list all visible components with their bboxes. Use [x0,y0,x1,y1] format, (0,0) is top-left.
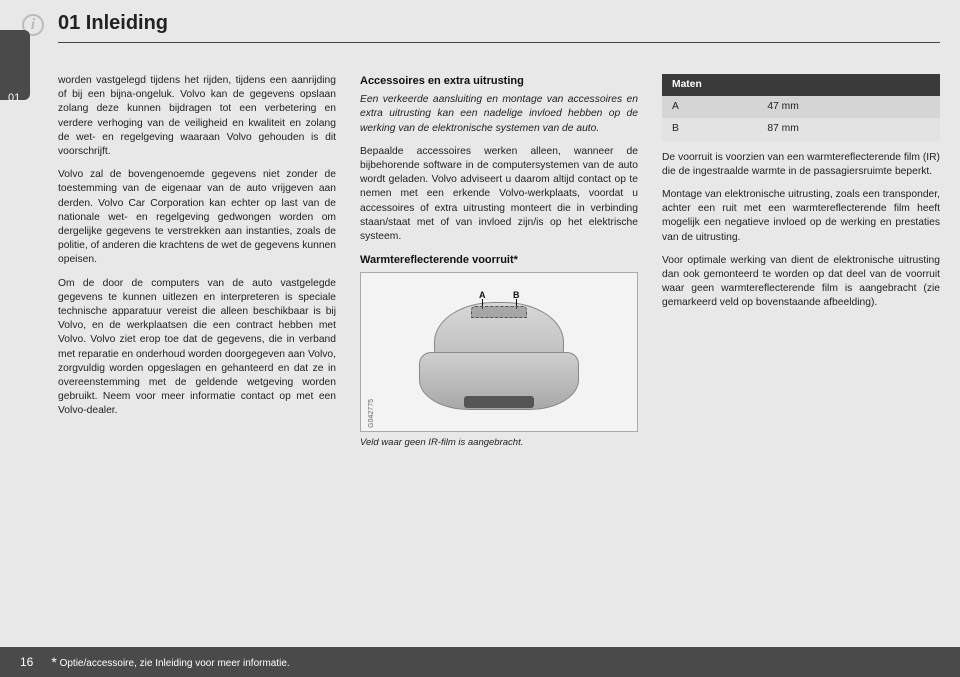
body-text: Volvo zal de bovengenoemde gegevens niet… [58,168,336,267]
table-header-row: Maten [662,74,940,96]
table-cell-val: 47 mm [757,96,940,118]
section-heading: Accessoires en extra uitrusting [360,74,638,89]
table-row: A 47 mm [662,96,940,118]
body-text: Montage van elektronische uitrusting, zo… [662,188,940,245]
section-heading: Warmtereflecterende voorruit* [360,253,638,268]
body-text: Een verkeerde aansluiting en montage van… [360,93,638,136]
table-header: Maten [662,74,940,96]
footnote: * Optie/accessoire, zie Inleiding voor m… [51,654,289,670]
table-cell-key: A [662,96,757,118]
footnote-star: * [51,654,56,670]
column-2: Accessoires en extra uitrusting Een verk… [360,74,638,627]
car-illustration: A B [414,296,584,416]
footnote-text: Optie/accessoire, zie Inleiding voor mee… [60,658,290,669]
grille-shape [464,396,534,408]
intro-italic: Een verkeerde aansluiting en montage van… [360,94,638,133]
side-tab [0,30,30,100]
header-rule [58,42,940,43]
figure-caption: Veld waar geen IR-film is aangebracht. [360,436,638,449]
body-text: Bepaalde accessoires werken alleen, wann… [360,145,638,244]
column-3: Maten A 47 mm B 87 mm De voorruit is voo… [662,74,940,627]
page-number: 16 [20,655,33,669]
body-text: De voorruit is voorzien van een warmtere… [662,151,940,179]
dimensions-table: Maten A 47 mm B 87 mm [662,74,940,141]
image-code: G042775 [367,399,377,428]
ir-free-zone [471,306,527,318]
content-columns: worden vastgelegd tijdens het rijden, ti… [58,74,940,627]
body-text: Om de door de computers van de auto vast… [58,277,336,419]
table-row: B 87 mm [662,118,940,140]
page-footer: 16 * Optie/accessoire, zie Inleiding voo… [0,647,960,677]
chapter-title: 01 Inleiding [58,12,168,35]
body-text: Voor optimale werking van dient de elekt… [662,254,940,311]
table-cell-val: 87 mm [757,118,940,140]
column-1: worden vastgelegd tijdens het rijden, ti… [58,74,336,627]
body-text: worden vastgelegd tijdens het rijden, ti… [58,74,336,159]
windshield-figure: A B G042775 [360,272,638,432]
table-cell-key: B [662,118,757,140]
side-tab-number: 01 [8,92,20,104]
